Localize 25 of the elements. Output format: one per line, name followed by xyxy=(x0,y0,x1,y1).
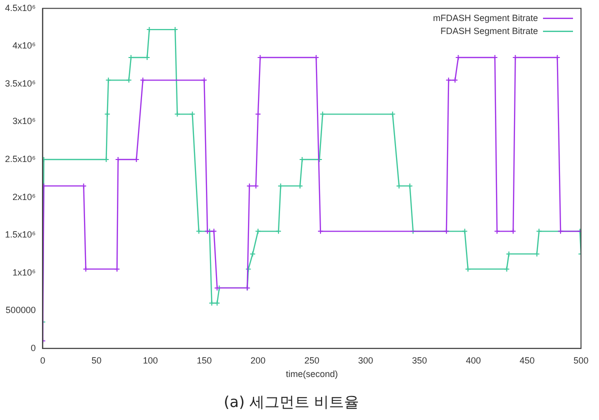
y-tick-label: 500000 xyxy=(6,305,36,316)
y-tick-label: 2x10⁶ xyxy=(12,192,36,202)
x-axis-title: time(second) xyxy=(286,369,338,380)
x-tick-label: 350 xyxy=(412,355,428,366)
legend-label: mFDASH Segment Bitrate xyxy=(432,12,538,23)
x-tick-label: 100 xyxy=(142,355,158,366)
y-tick-label: 3.5x10⁶ xyxy=(4,78,36,88)
y-tick-label: 3x10⁶ xyxy=(12,116,36,126)
y-tick-label: 4.5x10⁶ xyxy=(4,2,36,13)
x-tick-label: 150 xyxy=(196,355,212,366)
y-tick-label: 1.5x10⁶ xyxy=(4,230,36,240)
x-tick-label: 200 xyxy=(250,355,266,366)
x-tick-label: 450 xyxy=(520,355,535,366)
y-tick-label: 1x10⁶ xyxy=(12,267,36,278)
text: (a) 세그먼트 비트율 xyxy=(224,392,360,411)
x-tick-label: 250 xyxy=(304,355,320,366)
x-tick-label: 500 xyxy=(573,355,589,366)
y-tick-label: 2.5x10⁶ xyxy=(4,154,36,164)
x-tick-label: 300 xyxy=(358,355,374,366)
y-tick-label: 0 xyxy=(30,342,36,353)
legend-label: FDASH Segment Bitrate xyxy=(440,26,538,36)
x-tick-label: 0 xyxy=(40,355,46,366)
y-tick-label: 4x10⁶ xyxy=(12,40,36,51)
x-tick-label: 400 xyxy=(466,355,481,366)
x-tick-label: 50 xyxy=(92,355,102,366)
